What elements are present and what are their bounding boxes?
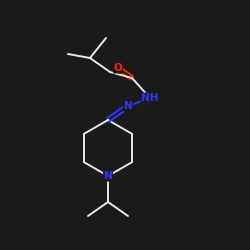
Text: O: O	[114, 63, 122, 73]
Text: N: N	[124, 101, 132, 111]
Text: N: N	[104, 171, 112, 181]
Text: NH: NH	[141, 93, 159, 103]
